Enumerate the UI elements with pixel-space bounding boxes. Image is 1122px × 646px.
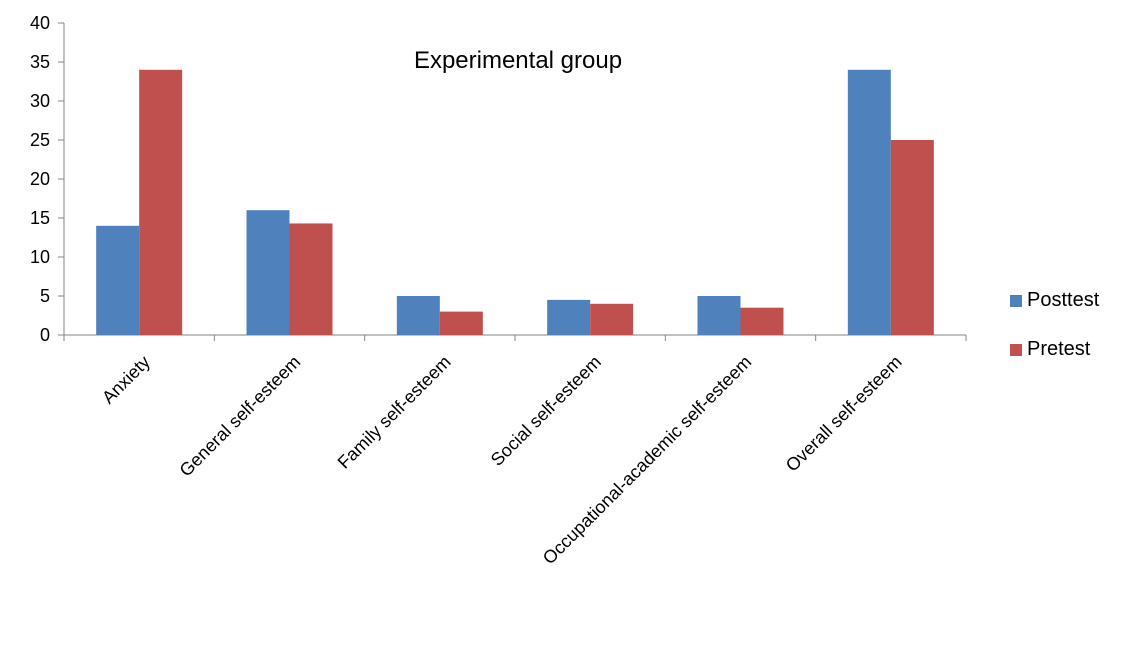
bar-posttest (96, 225, 140, 335)
bar-pretest (740, 307, 784, 335)
x-tick-label: Anxiety (98, 352, 154, 408)
legend-swatch-pretest (1010, 344, 1022, 356)
bar-posttest (396, 296, 440, 335)
y-tick-label: 40 (30, 13, 50, 33)
bar-pretest (439, 311, 483, 335)
y-tick-label: 30 (30, 91, 50, 111)
bar-pretest (890, 140, 934, 335)
y-tick-label: 5 (40, 286, 50, 306)
legend: Posttest Pretest (1010, 289, 1100, 360)
bar-posttest (697, 296, 741, 335)
y-tick-label: 25 (30, 130, 50, 150)
y-tick-label: 0 (40, 325, 50, 345)
x-tick-label: Social self-esteem (487, 352, 605, 470)
x-tick-label: Overall self-esteem (782, 352, 906, 476)
bar-pretest (289, 223, 333, 335)
bars-group (96, 69, 934, 336)
y-tick-label: 10 (30, 247, 50, 267)
y-tick-label: 35 (30, 52, 50, 72)
legend-label-posttest: Posttest (1027, 289, 1100, 311)
axes-group: 0 5 10 15 20 25 30 35 40 (30, 13, 967, 345)
y-tick-label: 15 (30, 208, 50, 228)
bar-posttest (547, 299, 591, 335)
bar-posttest (246, 210, 290, 335)
y-tick-label: 20 (30, 169, 50, 189)
bar-pretest (590, 303, 634, 335)
bar-posttest (847, 69, 891, 336)
bar-pretest (139, 69, 183, 336)
x-tick-labels-group: Anxiety General self-esteem Family self-es… (98, 352, 906, 568)
x-tick-label: General self-esteem (176, 352, 305, 481)
legend-swatch-posttest (1010, 295, 1022, 307)
x-tick-label: Family self-esteem (334, 352, 455, 473)
chart-title: Experimental group (414, 47, 622, 74)
legend-label-pretest: Pretest (1027, 338, 1091, 360)
